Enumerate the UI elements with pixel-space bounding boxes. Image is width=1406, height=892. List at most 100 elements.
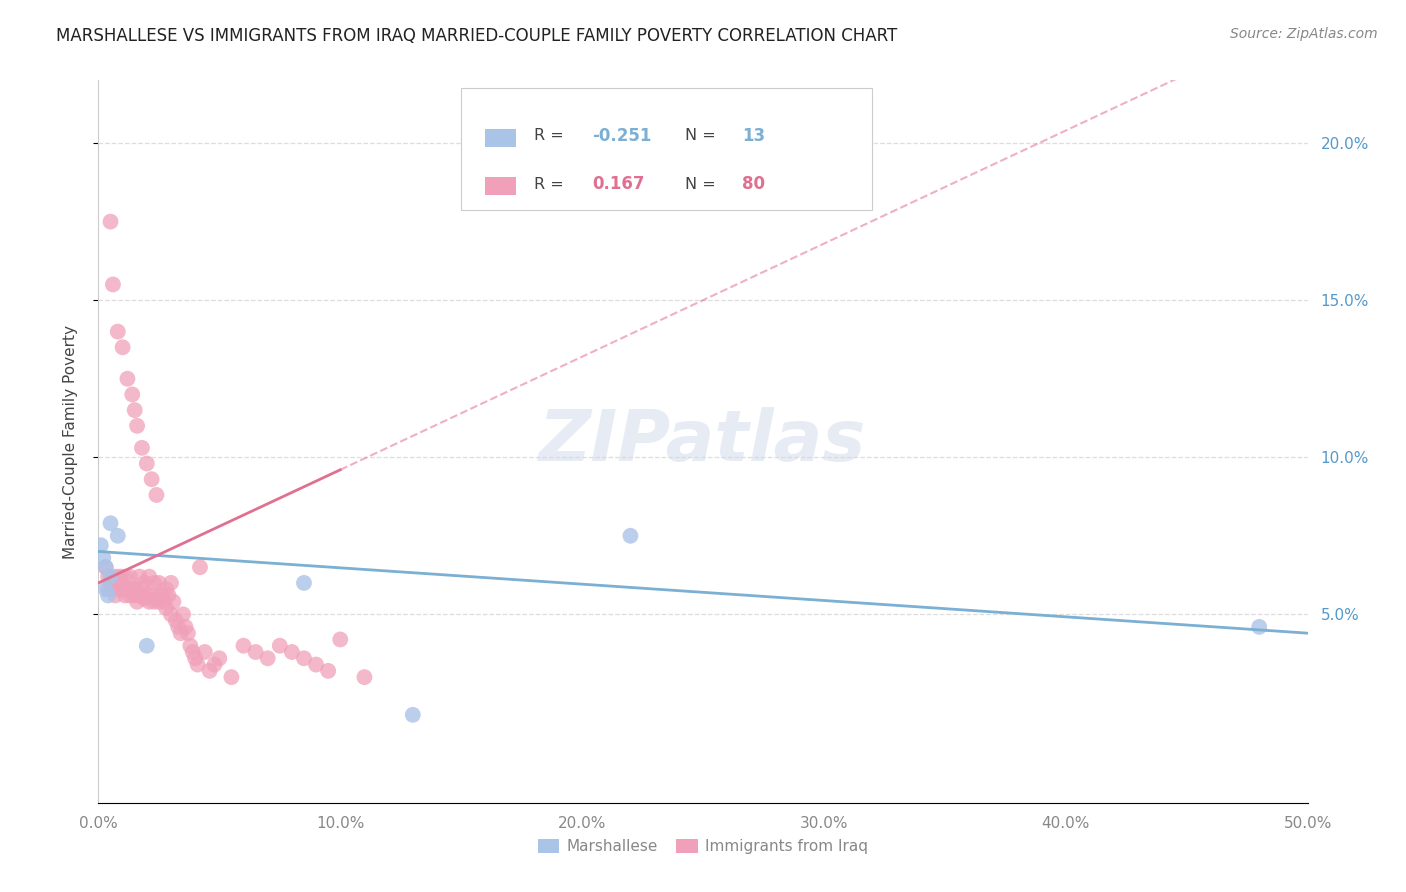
Point xyxy=(121,387,143,401)
Point xyxy=(181,645,204,659)
Point xyxy=(169,626,191,640)
Text: 80: 80 xyxy=(742,176,765,194)
Point xyxy=(107,529,129,543)
Point xyxy=(145,591,167,606)
Point xyxy=(118,589,141,603)
Point xyxy=(316,664,339,678)
Y-axis label: Married-Couple Family Poverty: Married-Couple Family Poverty xyxy=(63,325,77,558)
Point xyxy=(97,582,120,597)
Point xyxy=(97,569,120,583)
Point xyxy=(101,582,124,597)
Point xyxy=(135,457,157,471)
Point xyxy=(221,670,243,684)
Point xyxy=(619,529,641,543)
Point xyxy=(118,569,141,583)
Point xyxy=(108,569,131,583)
Point xyxy=(157,589,180,603)
Point xyxy=(104,569,127,583)
Point xyxy=(155,601,177,615)
Point xyxy=(134,575,156,590)
Point xyxy=(114,569,136,583)
Point xyxy=(145,488,167,502)
Point xyxy=(292,575,315,590)
Point xyxy=(90,538,112,552)
Point xyxy=(138,569,160,583)
Point xyxy=(111,582,134,597)
Point xyxy=(150,589,173,603)
Point xyxy=(117,582,139,597)
Text: R =: R = xyxy=(534,177,568,192)
Point xyxy=(174,620,197,634)
Point xyxy=(179,639,201,653)
Point xyxy=(134,591,156,606)
Text: 0.167: 0.167 xyxy=(592,176,644,194)
Text: 13: 13 xyxy=(742,127,765,145)
Point xyxy=(208,651,231,665)
Point xyxy=(198,664,221,678)
Point xyxy=(127,595,149,609)
Point xyxy=(141,589,163,603)
Point xyxy=(281,645,304,659)
Point xyxy=(94,560,117,574)
Point xyxy=(128,569,150,583)
Point xyxy=(124,589,146,603)
Point xyxy=(94,582,117,597)
Point xyxy=(127,418,149,433)
Point xyxy=(148,595,170,609)
Point xyxy=(204,657,226,672)
Point xyxy=(107,325,129,339)
Bar xyxy=(485,128,516,147)
Point xyxy=(108,582,131,597)
Legend: Marshallese, Immigrants from Iraq: Marshallese, Immigrants from Iraq xyxy=(531,832,875,860)
Point xyxy=(184,651,207,665)
Text: Source: ZipAtlas.com: Source: ZipAtlas.com xyxy=(1230,27,1378,41)
Point xyxy=(329,632,352,647)
Point xyxy=(114,589,136,603)
Point xyxy=(100,214,122,228)
Point xyxy=(160,575,183,590)
Point xyxy=(269,639,291,653)
Point xyxy=(91,550,114,565)
Text: R =: R = xyxy=(534,128,568,144)
Point xyxy=(162,595,184,609)
Point xyxy=(187,657,209,672)
Point xyxy=(138,595,160,609)
Point xyxy=(155,582,177,597)
Point xyxy=(131,441,153,455)
Point xyxy=(135,639,157,653)
Text: N =: N = xyxy=(685,128,721,144)
Point xyxy=(97,589,120,603)
Text: ZIPatlas: ZIPatlas xyxy=(540,407,866,476)
Point xyxy=(172,607,194,622)
Point xyxy=(124,403,146,417)
Point xyxy=(152,595,174,609)
Point xyxy=(402,707,425,722)
Bar xyxy=(485,178,516,195)
Point xyxy=(141,472,163,486)
Point xyxy=(148,575,170,590)
Point xyxy=(292,651,315,665)
Point xyxy=(100,569,122,583)
FancyBboxPatch shape xyxy=(461,87,872,210)
Point xyxy=(111,340,134,354)
Point xyxy=(117,372,139,386)
Point xyxy=(107,575,129,590)
Text: MARSHALLESE VS IMMIGRANTS FROM IRAQ MARRIED-COUPLE FAMILY POVERTY CORRELATION CH: MARSHALLESE VS IMMIGRANTS FROM IRAQ MARR… xyxy=(56,27,897,45)
Point xyxy=(135,589,157,603)
Point xyxy=(305,657,328,672)
Point xyxy=(1249,620,1271,634)
Point xyxy=(160,607,183,622)
Text: N =: N = xyxy=(685,177,721,192)
Point xyxy=(131,582,153,597)
Point xyxy=(128,589,150,603)
Point xyxy=(177,626,200,640)
Point xyxy=(101,277,124,292)
Point xyxy=(143,575,166,590)
Point xyxy=(194,645,217,659)
Text: -0.251: -0.251 xyxy=(592,127,651,145)
Point xyxy=(245,645,267,659)
Point xyxy=(256,651,278,665)
Point xyxy=(100,575,122,590)
Point xyxy=(124,582,146,597)
Point xyxy=(143,595,166,609)
